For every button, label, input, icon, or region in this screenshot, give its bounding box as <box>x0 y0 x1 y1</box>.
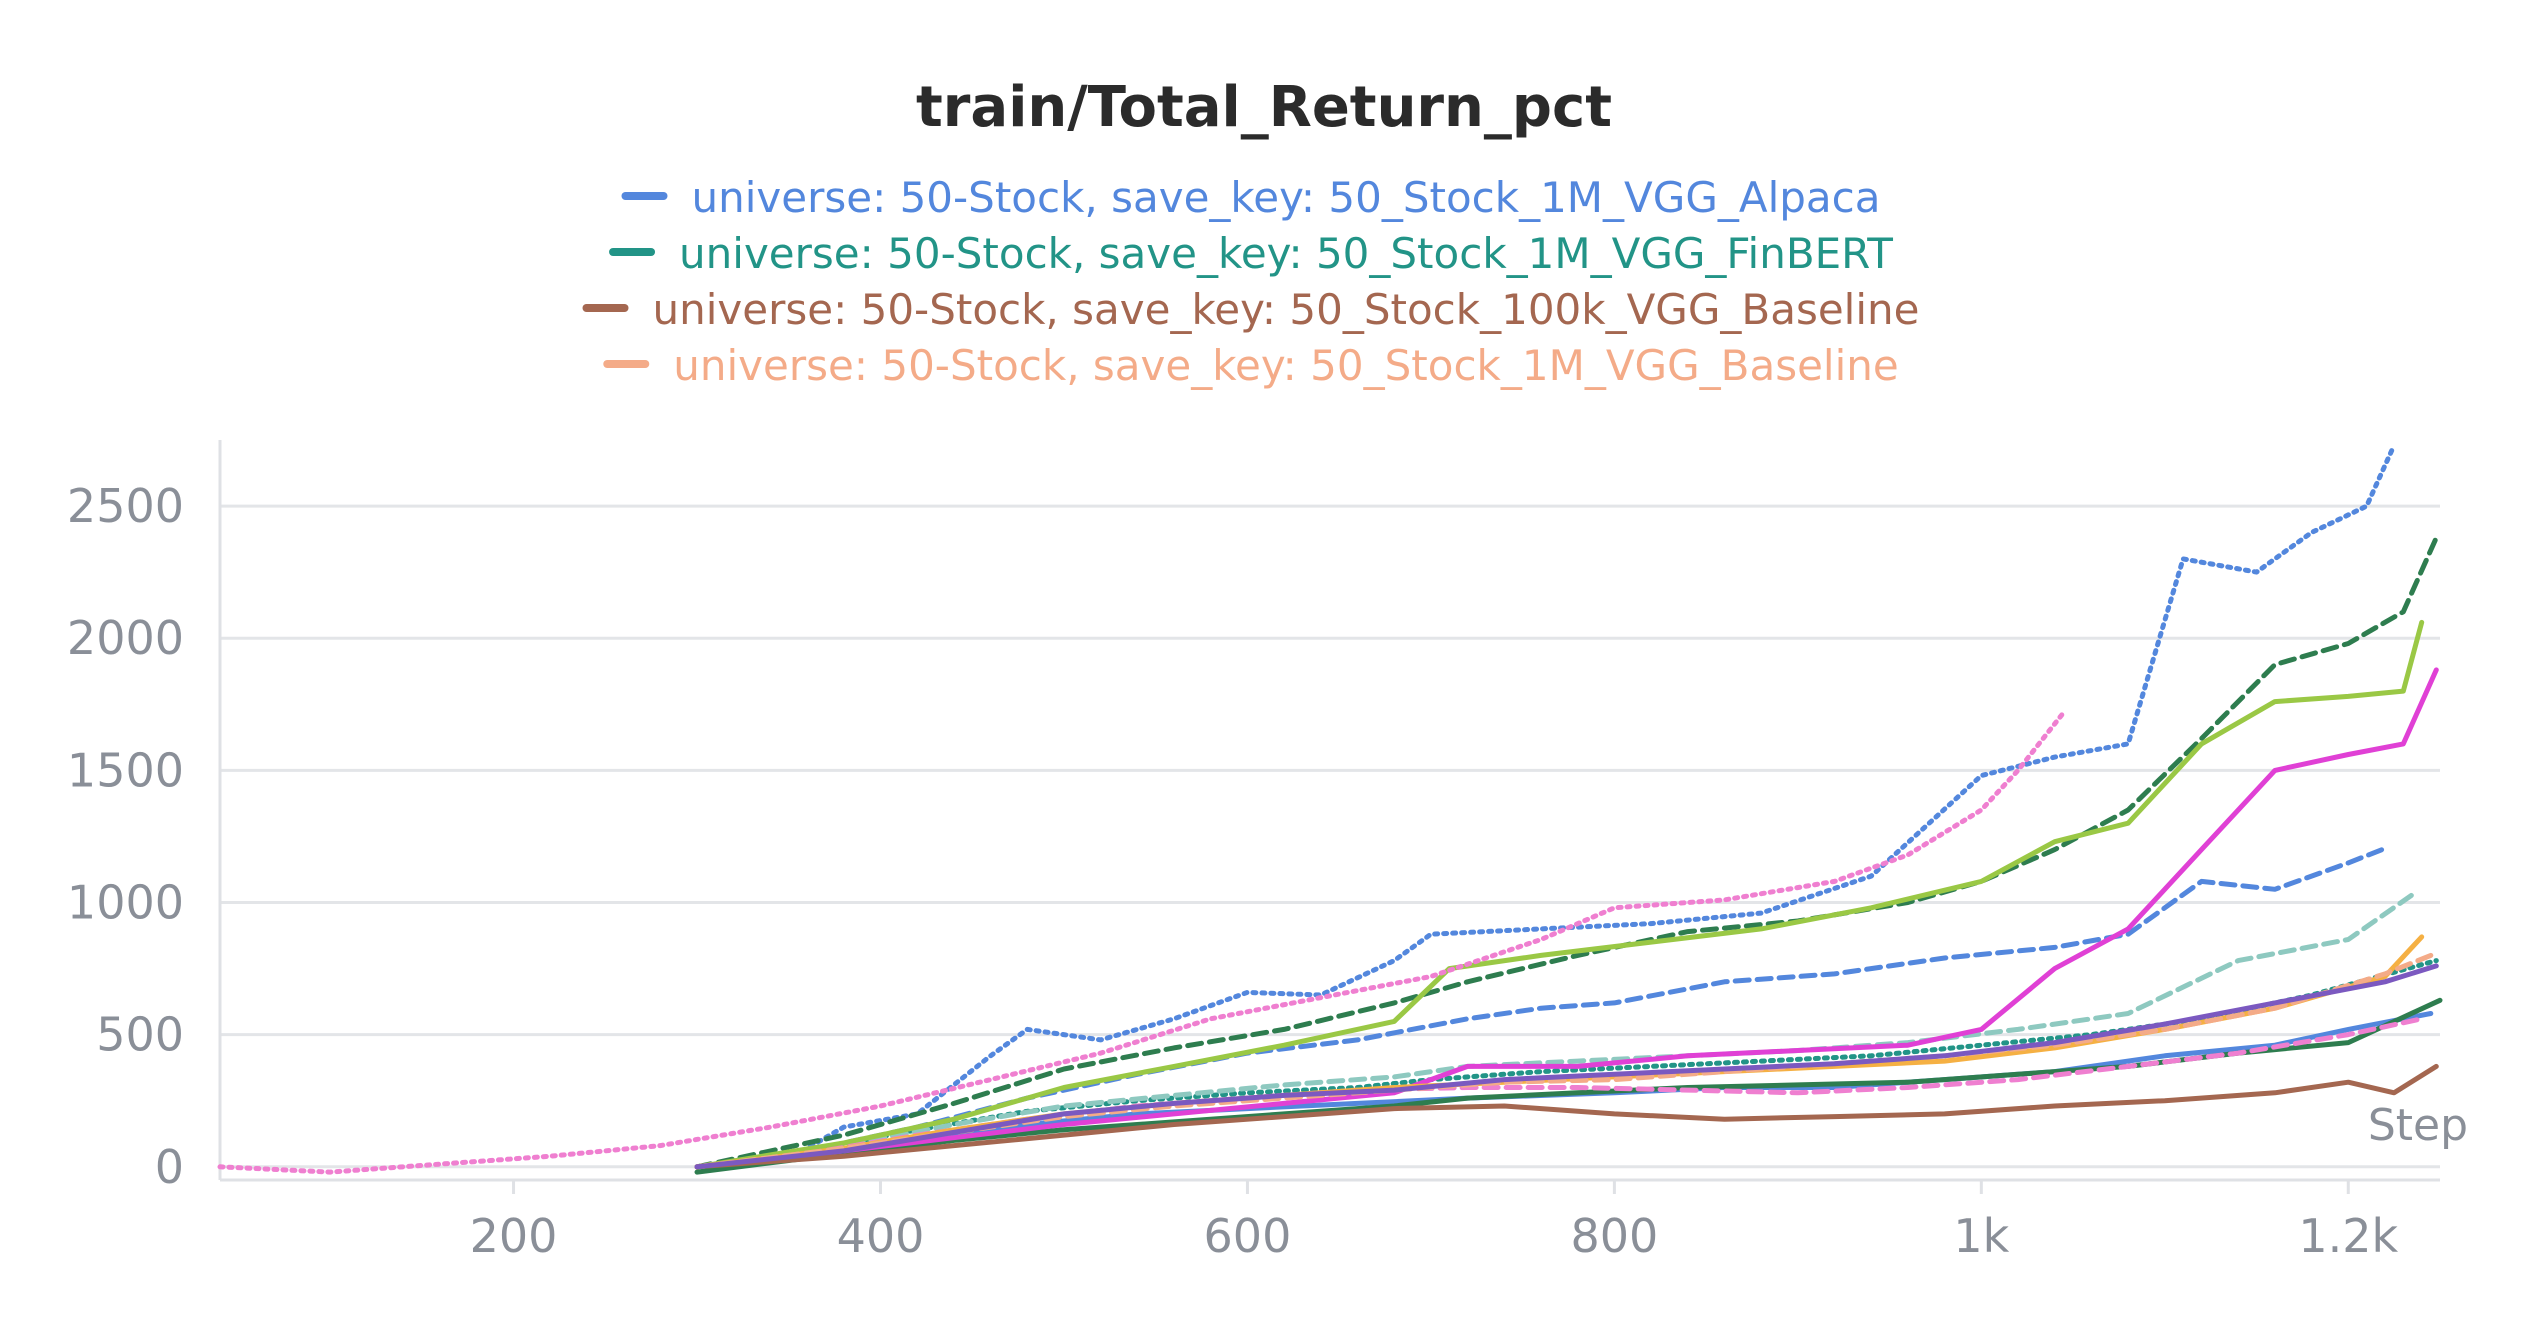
series-line-6 <box>694 892 2415 1170</box>
y-tick-label: 2000 <box>67 611 184 665</box>
legend-item[interactable]: universe: 50-Stock, save_key: 50_Stock_1… <box>609 229 1893 278</box>
legend-item[interactable]: universe: 50-Stock, save_key: 50_Stock_1… <box>582 285 1920 334</box>
y-tick-label: 500 <box>96 1008 184 1062</box>
series-line-7 <box>694 619 2425 1170</box>
legend-item[interactable]: universe: 50-Stock, save_key: 50_Stock_1… <box>603 341 1899 390</box>
axes <box>218 440 2440 1194</box>
series-line-9 <box>217 709 2067 1175</box>
x-tick-label: 400 <box>837 1209 925 1263</box>
x-tick-label: 200 <box>470 1209 558 1263</box>
series-line-8 <box>694 667 2439 1170</box>
legend: universe: 50-Stock, save_key: 50_Stock_1… <box>582 173 1920 390</box>
x-tick-label: 800 <box>1570 1209 1658 1263</box>
y-tick-label: 0 <box>155 1140 184 1194</box>
x-tick-label: 1k <box>1953 1209 2009 1263</box>
x-axis-label: Step <box>2368 1100 2468 1151</box>
legend-label: universe: 50-Stock, save_key: 50_Stock_1… <box>673 341 1898 390</box>
series-line-3 <box>694 535 2439 1170</box>
chart-title: train/Total_Return_pct <box>916 75 1612 140</box>
x-tick-label: 600 <box>1204 1209 1292 1263</box>
series-line-13 <box>694 1063 2439 1170</box>
x-tick-label: 1.2k <box>2298 1209 2398 1263</box>
legend-item[interactable]: universe: 50-Stock, save_key: 50_Stock_1… <box>621 173 1881 222</box>
tick-labels: 0 500 1000 1500 2000 2500 200 400 600 800 1k 1.2k <box>67 479 2399 1263</box>
legend-label: universe: 50-Stock, save_key: 50_Stock_1… <box>653 285 1920 334</box>
y-tick-label: 1000 <box>67 876 184 930</box>
legend-label: universe: 50-Stock, save_key: 50_Stock_1… <box>679 229 1893 278</box>
legend-label: universe: 50-Stock, save_key: 50_Stock_1… <box>691 173 1880 222</box>
series-line-0 <box>694 442 2397 1170</box>
series-line-14 <box>694 963 2439 1170</box>
series-layer <box>217 442 2443 1175</box>
grid <box>220 504 2440 1169</box>
y-tick-label: 2500 <box>67 479 184 533</box>
y-tick-label: 1500 <box>67 743 184 797</box>
